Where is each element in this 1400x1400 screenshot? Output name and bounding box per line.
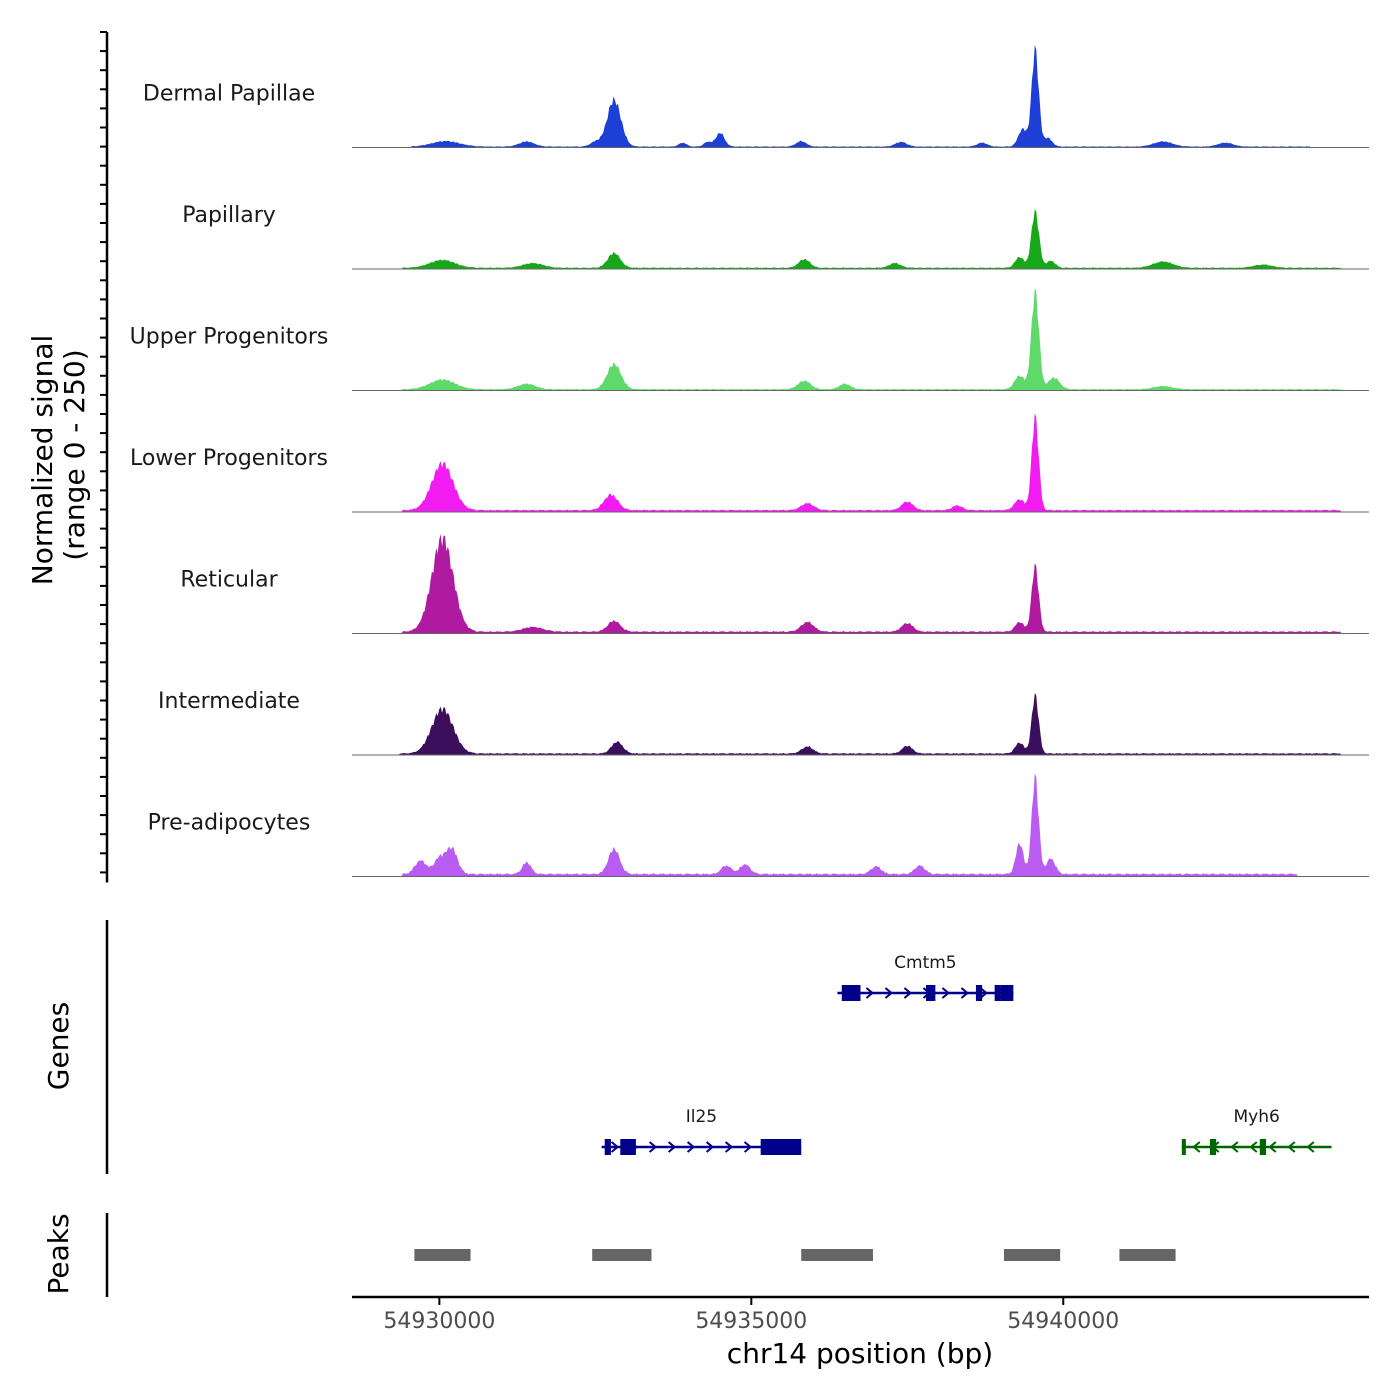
track-label: Upper Progenitors (130, 325, 329, 350)
y-axis-title-range: (range 0 - 250) (58, 349, 91, 560)
strand-arrow (865, 987, 874, 999)
gene-myh6: Myh6 (1181, 1107, 1332, 1155)
track-lower-progenitors: Lower Progenitors (130, 413, 1369, 513)
strand-arrow (1249, 1141, 1258, 1153)
signal-area (352, 287, 1369, 391)
strand-arrow (667, 1141, 677, 1153)
track-papillary: Papillary (182, 203, 1369, 270)
strand-arrow (1306, 1141, 1315, 1153)
gene-label: Cmtm5 (894, 953, 956, 973)
track-dermal-papillae: Dermal Papillae (143, 44, 1369, 148)
signal-area (352, 773, 1369, 877)
genes-section-label: Genes (42, 1002, 75, 1090)
gene-exon (841, 985, 861, 1001)
strand-arrow (884, 987, 893, 999)
x-tick-label: 54940000 (1007, 1309, 1119, 1334)
peaks-section-label: Peaks (42, 1213, 75, 1294)
signal-area (352, 413, 1369, 512)
track-intermediate: Intermediate (158, 689, 1369, 756)
gene-il25: Il25 (601, 1107, 802, 1155)
track-label: Pre-adipocytes (148, 811, 311, 836)
gene-cmtm5: Cmtm5 (837, 953, 1014, 1001)
gene-exon (926, 985, 936, 1001)
gene-exon (604, 1139, 611, 1155)
strand-arrow (1268, 1141, 1277, 1153)
strand-arrow (960, 987, 969, 999)
signal-area (352, 44, 1369, 148)
x-tick-label: 54935000 (695, 1309, 807, 1334)
strand-arrow (941, 987, 950, 999)
track-label: Reticular (180, 568, 278, 593)
strand-arrow (903, 987, 912, 999)
peak-region-bar (414, 1249, 471, 1261)
track-pre-adipocytes: Pre-adipocytes (148, 773, 1369, 877)
gene-annotations: Cmtm5 Il25 Myh6 (601, 953, 1332, 1155)
gene-exon (1209, 1139, 1217, 1155)
peak-region-bar (592, 1249, 652, 1261)
peak-region-bar (801, 1249, 873, 1261)
gene-exon (994, 985, 1001, 1001)
strand-arrow (1287, 1141, 1296, 1153)
strand-arrow (648, 1141, 658, 1153)
signal-area (352, 692, 1369, 755)
gene-exon (1259, 1139, 1267, 1155)
track-label: Papillary (182, 203, 276, 228)
gene-exon (760, 1139, 802, 1155)
strand-arrow (705, 1141, 715, 1153)
strand-arrow (1230, 1141, 1239, 1153)
strand-arrow (1192, 1141, 1201, 1153)
gene-label: Myh6 (1234, 1107, 1280, 1127)
gene-label: Il25 (686, 1107, 717, 1127)
signal-tracks: Dermal Papillae Papillary Upper Progenitor… (130, 44, 1369, 877)
signal-y-axis (100, 31, 109, 883)
track-reticular: Reticular (180, 534, 1369, 634)
strand-arrow (724, 1141, 734, 1153)
strand-arrow (743, 1141, 753, 1153)
gene-exon (620, 1139, 636, 1155)
y-axis-title: Normalized signal (26, 335, 59, 586)
x-axis-ticks: 54930000 54935000 54940000 (383, 1297, 1119, 1334)
peak-region-bar (1119, 1249, 1176, 1261)
gene-exon (1000, 985, 1014, 1001)
peak-regions (414, 1249, 1176, 1261)
x-tick-label: 54930000 (383, 1309, 495, 1334)
peak-region-bar (1004, 1249, 1061, 1261)
gene-exon (1181, 1139, 1186, 1155)
signal-area (352, 534, 1369, 634)
strand-arrow (610, 1141, 620, 1153)
signal-area (352, 209, 1369, 269)
track-label: Intermediate (158, 689, 300, 714)
track-upper-progenitors: Upper Progenitors (130, 287, 1369, 391)
strand-arrow (686, 1141, 696, 1153)
track-label: Dermal Papillae (143, 82, 315, 107)
gene-exon (975, 985, 983, 1001)
x-axis-title: chr14 position (bp) (727, 1337, 993, 1370)
strand-arrow (979, 987, 988, 999)
track-label: Lower Progenitors (130, 446, 328, 471)
